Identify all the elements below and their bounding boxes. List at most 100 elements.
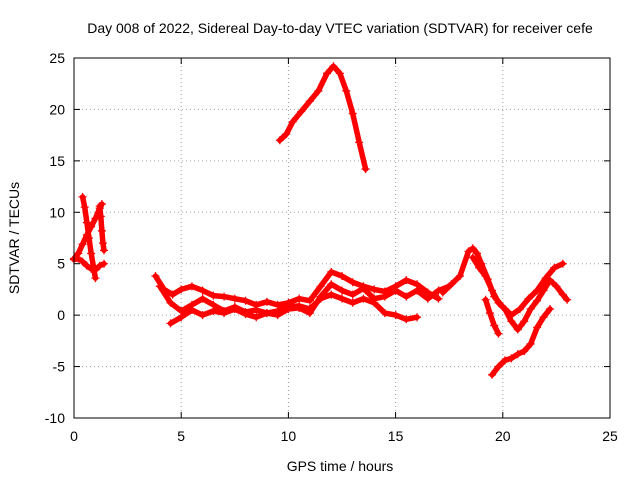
data-point (284, 302, 293, 311)
series-line (482, 296, 502, 337)
data-point (338, 286, 346, 295)
y-tick-label: 20 (49, 101, 65, 117)
plot-frame (73, 57, 611, 419)
data-point (338, 294, 346, 303)
data-point (455, 272, 464, 281)
x-tick-label: 25 (602, 428, 618, 444)
data-point (526, 339, 535, 348)
data-point (98, 239, 107, 248)
data-point (305, 296, 314, 305)
data-point (80, 203, 89, 212)
data-point (273, 307, 282, 316)
y-tick-label: 15 (49, 153, 65, 169)
data-point (100, 259, 109, 268)
y-tick-label: 5 (57, 256, 65, 272)
data-point (82, 218, 91, 227)
x-tick-label: 15 (388, 428, 404, 444)
grid (74, 58, 610, 418)
data-point (230, 294, 239, 303)
data-point (413, 286, 422, 295)
data-point (359, 294, 368, 303)
data-point (198, 286, 207, 295)
data-point (558, 290, 567, 299)
data-point (89, 261, 98, 270)
data-point (434, 294, 443, 303)
data-point (262, 297, 271, 306)
data-point (95, 202, 104, 211)
data-point (539, 286, 548, 295)
data-point (370, 285, 379, 294)
data-point (539, 313, 548, 322)
data-point (295, 301, 304, 310)
data-point (322, 69, 331, 78)
data-point (187, 282, 196, 291)
data-point (468, 244, 477, 253)
data-point (464, 247, 473, 256)
x-tick-label: 5 (177, 428, 185, 444)
data-point (494, 362, 503, 371)
data-point (488, 370, 497, 379)
series-arc-9 (481, 295, 503, 338)
data-point (177, 313, 186, 322)
data-point (507, 317, 516, 326)
data-point (447, 280, 456, 289)
data-point (545, 276, 554, 285)
data-point (338, 272, 346, 281)
series-line (277, 63, 369, 172)
data-point (348, 290, 357, 299)
data-point (220, 292, 229, 301)
data-point (78, 192, 87, 201)
data-point (74, 254, 83, 263)
data-point (359, 284, 368, 293)
data-point (438, 288, 447, 297)
data-point (85, 234, 94, 242)
data-point (550, 263, 559, 272)
y-axis-label: SDTVAR / TECUs (6, 182, 22, 294)
data-point (327, 280, 336, 289)
data-point (468, 253, 477, 262)
data-point (500, 356, 509, 365)
data-point (391, 286, 400, 295)
data-point (252, 306, 261, 314)
data-point (520, 347, 529, 356)
data-point (100, 246, 109, 255)
data-point (524, 294, 533, 303)
data-point (552, 282, 561, 291)
data-point (295, 294, 304, 303)
series-line (152, 269, 442, 308)
data-point (533, 323, 542, 332)
data-point (187, 306, 196, 314)
data-point (91, 214, 100, 223)
y-tick-label: 25 (49, 50, 65, 66)
data-point (327, 267, 336, 276)
data-point (361, 165, 370, 174)
data-point (423, 294, 432, 303)
data-point (402, 315, 411, 324)
data-point (473, 249, 482, 258)
data-point (97, 226, 106, 235)
data-point (355, 138, 364, 147)
data-point (507, 354, 516, 363)
data-point (230, 304, 239, 313)
data-point (402, 292, 411, 301)
x-axis-label: GPS time / hours (287, 458, 394, 474)
data-point (262, 309, 271, 318)
data-point (545, 304, 554, 313)
data-point (151, 272, 160, 281)
data-point (515, 304, 524, 313)
data-point (335, 69, 344, 78)
data-point (316, 282, 325, 291)
data-point (348, 278, 357, 287)
data-point (348, 298, 357, 307)
series-arc-5 (166, 290, 422, 328)
data-point (168, 290, 177, 299)
data-point (329, 62, 338, 71)
data-point (485, 309, 494, 318)
series-line (157, 281, 452, 318)
data-point (91, 274, 100, 283)
data-point (166, 319, 175, 328)
data-point (209, 307, 218, 316)
data-point (305, 97, 314, 106)
data-point (275, 136, 284, 145)
